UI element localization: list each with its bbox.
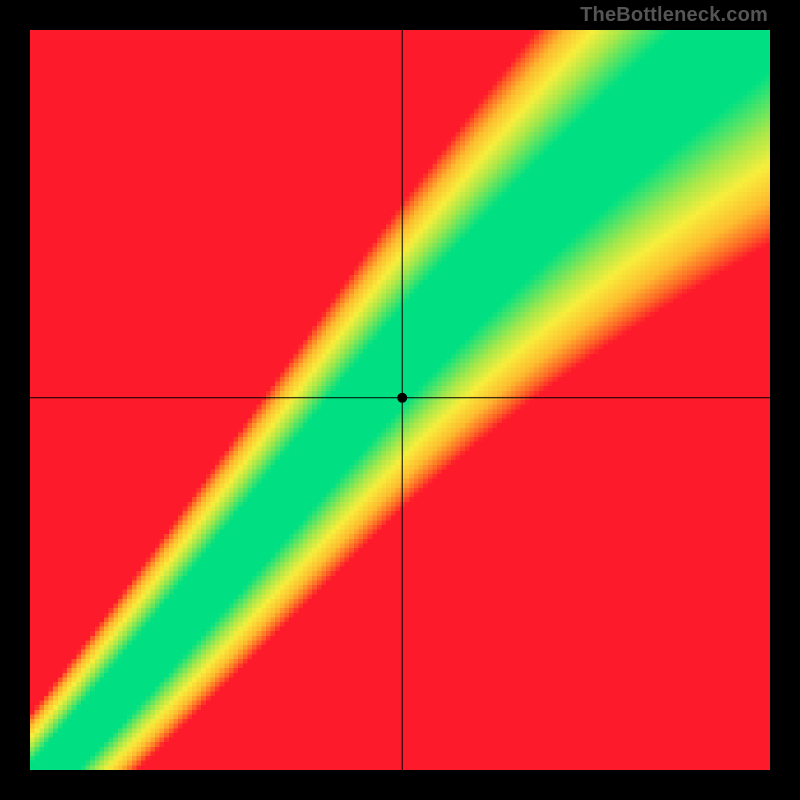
bottleneck-heatmap xyxy=(30,30,770,770)
watermark-label: TheBottleneck.com xyxy=(580,4,768,27)
chart-container: TheBottleneck.com xyxy=(0,0,800,800)
